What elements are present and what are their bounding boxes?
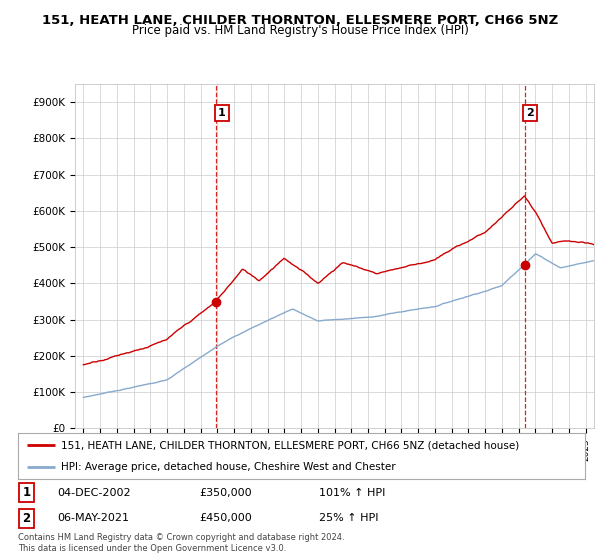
Text: Price paid vs. HM Land Registry's House Price Index (HPI): Price paid vs. HM Land Registry's House … (131, 24, 469, 37)
Text: 101% ↑ HPI: 101% ↑ HPI (319, 488, 385, 497)
Text: 06-MAY-2021: 06-MAY-2021 (58, 514, 130, 523)
Text: 2: 2 (527, 108, 534, 118)
Text: 151, HEATH LANE, CHILDER THORNTON, ELLESMERE PORT, CH66 5NZ (detached house): 151, HEATH LANE, CHILDER THORNTON, ELLES… (61, 440, 519, 450)
Text: Contains HM Land Registry data © Crown copyright and database right 2024.
This d: Contains HM Land Registry data © Crown c… (18, 533, 344, 553)
Text: 151, HEATH LANE, CHILDER THORNTON, ELLESMERE PORT, CH66 5NZ: 151, HEATH LANE, CHILDER THORNTON, ELLES… (42, 14, 558, 27)
Text: 1: 1 (22, 486, 31, 499)
Text: 04-DEC-2002: 04-DEC-2002 (58, 488, 131, 497)
Text: 1: 1 (218, 108, 226, 118)
Text: 25% ↑ HPI: 25% ↑ HPI (319, 514, 378, 523)
Text: £350,000: £350,000 (199, 488, 252, 497)
Text: HPI: Average price, detached house, Cheshire West and Chester: HPI: Average price, detached house, Ches… (61, 463, 395, 472)
Text: £450,000: £450,000 (199, 514, 252, 523)
Text: 2: 2 (22, 512, 31, 525)
